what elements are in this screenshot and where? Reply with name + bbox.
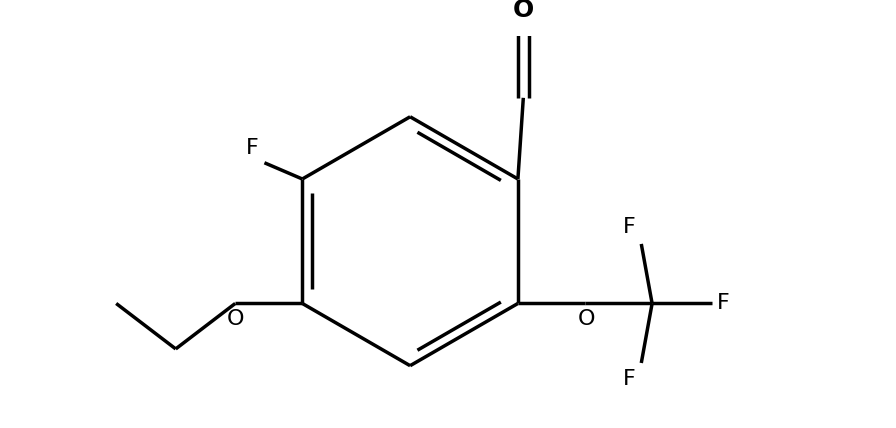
Text: O: O	[513, 0, 534, 22]
Text: F: F	[623, 369, 636, 389]
Text: O: O	[227, 309, 244, 329]
Text: O: O	[577, 309, 595, 329]
Text: F: F	[717, 294, 730, 313]
Text: F: F	[623, 217, 636, 238]
Text: F: F	[246, 138, 259, 158]
